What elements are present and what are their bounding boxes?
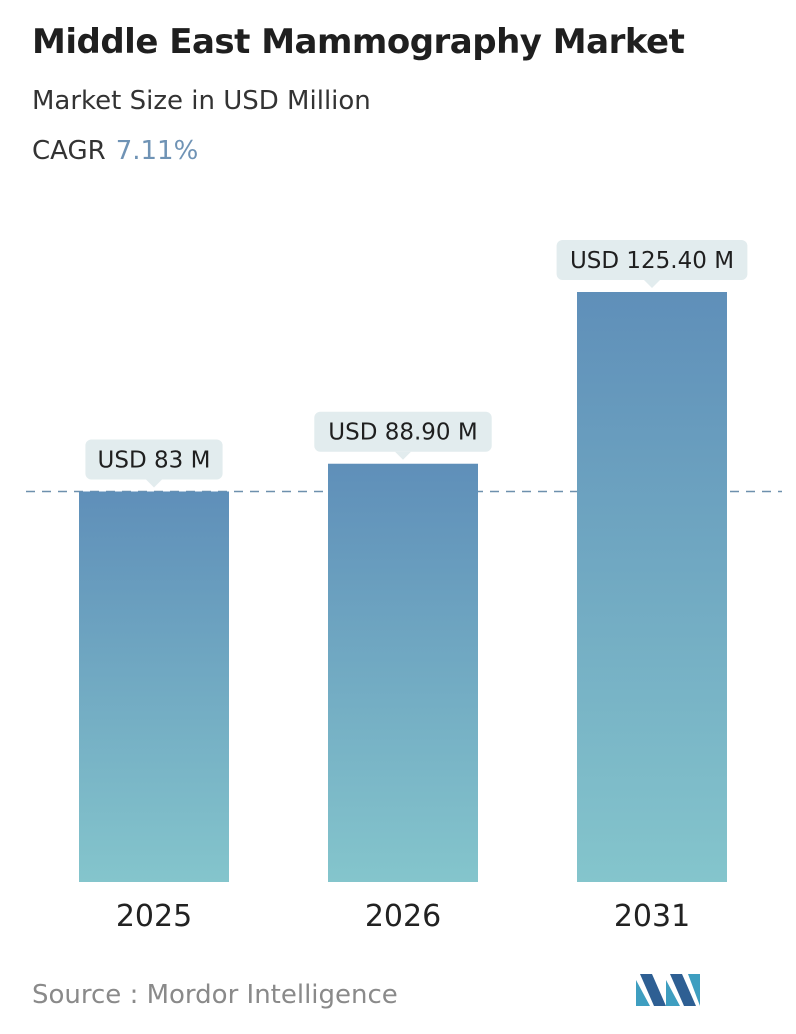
bar-2031 — [577, 292, 727, 882]
bar-2026 — [328, 463, 478, 882]
x-tick-label-2025: 2025 — [116, 899, 192, 934]
data-label-2025: USD 83 M — [98, 447, 211, 473]
data-label-2026: USD 88.90 M — [328, 420, 477, 446]
cagr-value: 7.11% — [115, 136, 199, 166]
data-label-box-2025 — [85, 439, 223, 480]
data-label-2031: USD 125.40 M — [570, 248, 734, 274]
x-tick-label-2031: 2031 — [614, 899, 690, 934]
cagr-line: CAGR 7.11% — [32, 136, 198, 166]
chart-title: Middle East Mammography Market — [32, 22, 685, 62]
chart-subtitle: Market Size in USD Million — [32, 86, 371, 116]
bars-group: USD 83 M 2025 USD 88.90 M 2026 USD 125.40 M 2… — [79, 240, 748, 934]
data-label-box-2031 — [556, 240, 748, 280]
data-label-box-2026 — [314, 411, 492, 452]
mordor-intelligence-logo-icon — [636, 974, 700, 1006]
x-tick-label-2026: 2026 — [365, 899, 441, 934]
source-text: Source : Mordor Intelligence — [32, 980, 398, 1010]
cagr-label: CAGR — [32, 136, 106, 166]
data-label-pointer-2025 — [146, 479, 162, 488]
data-label-pointer-2031 — [644, 280, 660, 288]
bar-2025 — [79, 491, 229, 882]
data-label-pointer-2026 — [395, 451, 411, 460]
